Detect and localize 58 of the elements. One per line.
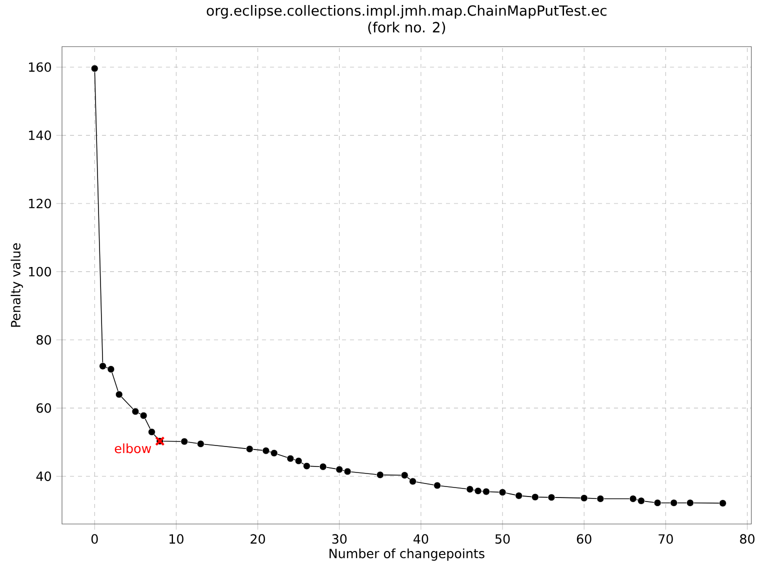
y-tick-label: 60 [36, 403, 51, 413]
point [548, 494, 556, 502]
point [262, 447, 270, 454]
point [515, 492, 523, 500]
point [400, 472, 408, 479]
point [498, 488, 506, 496]
point [148, 428, 156, 436]
x-tick-label: 70 [658, 534, 673, 544]
point [197, 440, 204, 448]
point [719, 500, 726, 507]
y-tick-label: 80 [36, 335, 51, 345]
point [99, 362, 106, 370]
y-tick-label: 140 [29, 130, 51, 140]
x-tick-label: 0 [91, 534, 98, 544]
y-axis-title: Penalty value [10, 243, 23, 327]
x-axis-title: Number of changepoints [330, 548, 484, 561]
point [466, 486, 474, 493]
y-tick-label: 40 [36, 471, 51, 482]
x-tick-label: 30 [332, 534, 347, 544]
point [434, 482, 441, 490]
point [580, 494, 588, 502]
point [670, 499, 678, 507]
x-tick-label: 40 [414, 534, 428, 544]
point [336, 466, 344, 474]
point [654, 499, 662, 507]
point [303, 462, 310, 470]
point [376, 471, 384, 479]
x-tick-label: 80 [740, 534, 754, 544]
point [294, 457, 302, 465]
point [140, 412, 148, 420]
point [596, 495, 604, 502]
y-tick-label: 120 [29, 198, 51, 208]
point [286, 454, 294, 462]
point [482, 488, 490, 496]
point [270, 449, 278, 457]
point [115, 390, 123, 398]
point [409, 478, 416, 486]
y-tick-label: 160 [29, 62, 51, 72]
x-tick-label: 20 [250, 534, 265, 544]
point [531, 493, 539, 501]
point [319, 463, 327, 470]
chart-title: org.eclipse.collections.impl.jmh.map.ChainMapPutTest.ec [206, 5, 606, 19]
x-tick-label: 10 [170, 534, 184, 544]
point [629, 495, 637, 502]
point [246, 445, 254, 453]
point [90, 64, 98, 72]
annotation: elbow [114, 443, 152, 454]
point [344, 468, 352, 476]
point [638, 497, 645, 504]
point [180, 438, 188, 446]
y-tick-label: 100 [29, 266, 51, 276]
point [686, 499, 694, 507]
point [107, 366, 115, 373]
point [474, 487, 482, 495]
x-tick-label: 60 [576, 534, 592, 544]
x-tick-label: 50 [495, 534, 510, 544]
point [132, 408, 140, 416]
chart-subtitle: (fork no. 2) [368, 22, 446, 34]
